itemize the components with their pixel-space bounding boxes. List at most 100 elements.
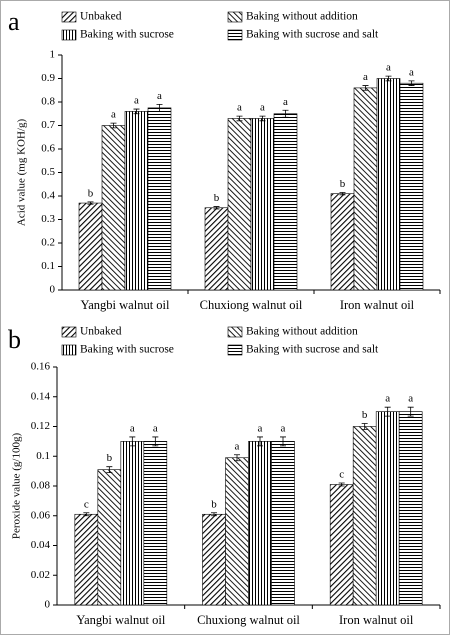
bar [97,469,122,606]
legend-label: Unbaked [80,326,122,338]
legend-swatch [227,29,243,41]
y-tick-label: 0.6 [41,143,55,155]
y-tick-label: 0.1 [36,450,50,462]
error-bar [110,122,117,129]
error-bar [282,109,289,118]
legend-swatch [61,29,77,41]
y-tick-label: 0.08 [31,480,51,492]
error-bar [211,512,217,517]
legend-label: Baking with sucrose [80,29,174,41]
x-tick-label: Chuxiong walnut oil [200,298,303,312]
significance-letter: a [363,71,368,83]
significance-letter: a [385,393,390,405]
error-bar [384,406,391,417]
significance-letter: a [237,102,242,114]
legend-swatch [227,344,243,356]
significance-letter: a [281,422,286,434]
legend-label: Baking without addition [246,326,358,338]
significance-letter: b [211,498,217,510]
panel-label: a [8,7,20,36]
legend-label: Baking with sucrose and salt [246,29,379,41]
significance-letter: a [258,422,263,434]
error-bar [234,454,240,462]
error-bar [87,201,94,205]
error-bar [213,206,220,210]
bar [399,82,424,291]
legend-swatch [227,326,243,338]
y-tick-label: 0 [50,284,56,296]
y-tick-label: 0.06 [31,509,51,521]
x-tick-label: Chuxiong walnut oil [197,613,300,627]
legend-label: Baking without addition [246,11,358,23]
bar [202,513,226,606]
significance-letter: c [84,498,89,510]
bar [271,441,295,606]
x-tick-label: Iron walnut oil [340,298,415,312]
legend-swatch [61,326,77,338]
bar [250,118,275,291]
error-bar [236,115,243,122]
error-bar [152,436,159,447]
error-bar [338,482,345,487]
y-tick-label: 0.04 [31,539,51,551]
bar [147,107,172,291]
legend-swatch [227,11,243,23]
significance-letter: b [88,187,94,199]
y-tick-label: 0.7 [41,119,55,131]
error-bar [339,192,346,196]
error-bar [408,80,415,86]
bar [353,87,378,291]
legend-swatch [61,11,77,23]
significance-letter: a [153,422,158,434]
y-tick-label: 0.5 [41,166,55,178]
bar [273,113,298,291]
y-tick-label: 0.9 [41,72,55,84]
bar [101,125,126,291]
x-tick-label: Iron walnut oil [339,613,414,627]
significance-letter: b [107,452,113,464]
legend-label: Baking with sucrose and salt [246,344,379,356]
legend-label: Baking with sucrose [80,344,174,356]
bar [225,457,249,606]
y-axis-title: Acid value (mg KOH/g) [16,119,28,227]
y-tick-label: 1 [50,49,56,61]
error-bar [133,108,140,115]
y-tick-label: 0.02 [31,569,50,581]
significance-letter: a [134,95,139,107]
error-bar [407,406,414,417]
x-tick-label: Yangbi walnut oil [76,613,166,627]
panel-label: b [8,325,21,354]
bar [227,118,252,291]
x-tick-label: Yangbi walnut oil [80,298,170,312]
y-tick-label: 0.14 [31,390,51,402]
error-bar [280,436,286,447]
error-bar [362,85,369,91]
bar [398,411,423,606]
y-tick-label: 0 [45,599,51,611]
significance-letter: a [235,440,240,452]
error-bar [83,512,90,517]
significance-letter: b [340,178,346,190]
significance-letter: a [157,90,162,102]
bar [248,441,272,606]
significance-letter: a [386,62,391,74]
significance-letter: a [283,96,288,108]
significance-letter: c [339,469,344,481]
bar [78,202,103,291]
bar [204,207,229,291]
legend-swatch [61,344,77,356]
legend-label: Unbaked [80,11,122,23]
bar [376,78,401,291]
y-tick-label: 0.16 [31,361,51,373]
y-tick-label: 0.12 [31,420,50,432]
bar [143,441,168,606]
bar [74,513,99,606]
error-bar [259,115,266,122]
significance-letter: a [111,109,116,121]
y-tick-label: 0.1 [41,260,55,272]
bar [330,193,355,291]
y-tick-label: 0.2 [41,237,55,249]
significance-letter: b [362,409,368,421]
error-bar [156,103,163,112]
